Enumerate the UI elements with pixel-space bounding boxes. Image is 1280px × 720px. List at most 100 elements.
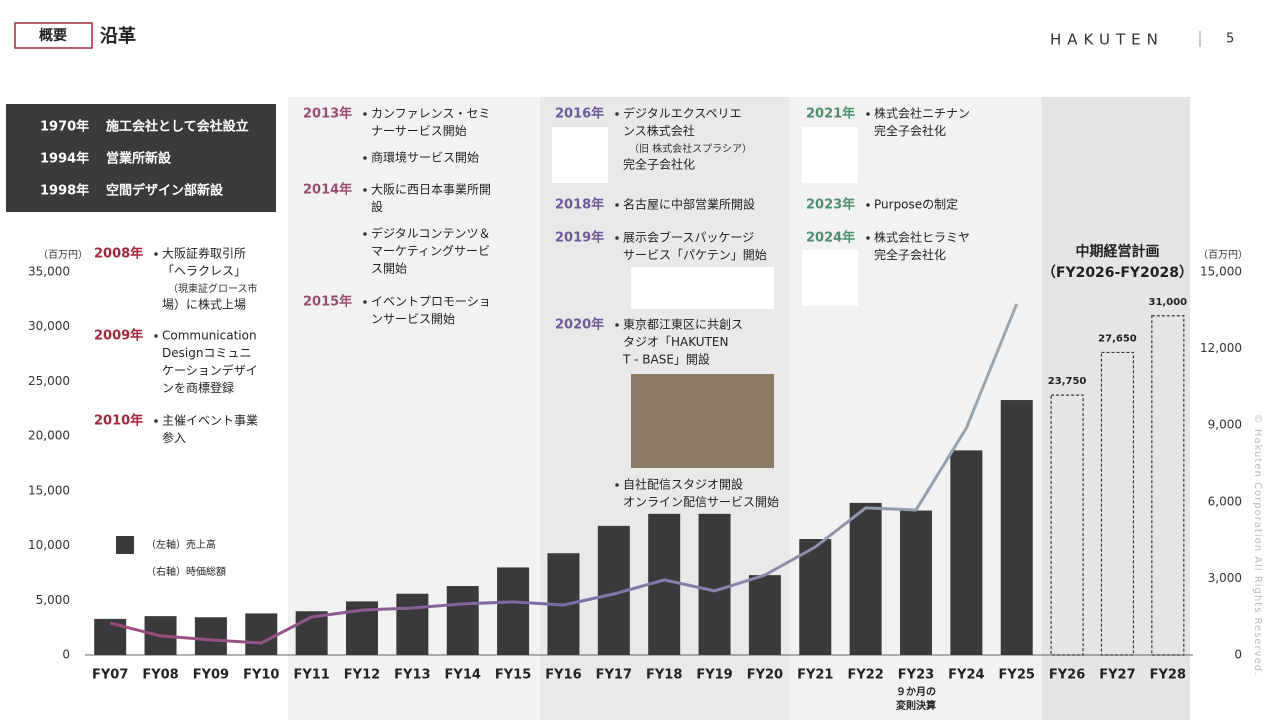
bullet xyxy=(363,300,367,304)
logo-image xyxy=(631,267,774,309)
y-tick-label: 5,000 xyxy=(36,593,70,607)
y-tick-label: 15,000 xyxy=(28,483,70,497)
x-tick-label: FY14 xyxy=(445,668,481,683)
y-tick-label: 30,000 xyxy=(28,319,70,333)
item-text: 東京都江東区に共創ス xyxy=(623,318,743,332)
x-tick-label: FY16 xyxy=(545,668,581,683)
history-box xyxy=(6,104,276,212)
value-label: 23,750 xyxy=(1048,376,1087,387)
legend xyxy=(98,522,238,590)
bullet xyxy=(866,236,870,240)
bar xyxy=(396,593,429,655)
x-tick-label: FY19 xyxy=(696,668,732,683)
x-tick-label: FY07 xyxy=(92,668,128,683)
bullet xyxy=(615,203,619,207)
item-text: イベントプロモーショ xyxy=(371,295,491,309)
history-year: 1970年 xyxy=(40,119,89,135)
bar xyxy=(1050,394,1084,656)
note: ９か月の xyxy=(896,686,936,698)
bar xyxy=(245,613,278,655)
item-text: ナーサービス開始 xyxy=(371,124,467,138)
year: 2014年 xyxy=(303,182,352,198)
year: 2016年 xyxy=(555,106,604,122)
item-text: 株式会社ニチナン xyxy=(874,106,970,121)
y2-tick-label: 15,000 xyxy=(1200,265,1242,279)
logo: HAKUTEN xyxy=(1050,31,1164,49)
page-number: 5 xyxy=(1226,32,1234,47)
item-text: 「ヘラクレス」 xyxy=(162,264,246,278)
x-tick-label: FY10 xyxy=(243,668,279,683)
legend-label: （左軸）売上高 xyxy=(146,538,216,551)
x-tick-label: FY12 xyxy=(344,668,380,683)
bar xyxy=(497,567,530,655)
item-text: 完全子会社化 xyxy=(874,123,946,138)
year: 2008年 xyxy=(94,246,143,262)
y2-tick-label: 0 xyxy=(1234,648,1242,662)
y-tick-label: 0 xyxy=(62,648,70,662)
year: 2018年 xyxy=(555,197,604,213)
bullet xyxy=(363,156,367,160)
item-text: タジオ「HAKUTEN xyxy=(623,335,728,349)
plan-label: 中期経営計画 xyxy=(1075,243,1159,260)
item-text: 商環境サービス開始 xyxy=(371,150,479,165)
section: 概要 xyxy=(39,27,67,44)
line xyxy=(109,303,1019,645)
bullet xyxy=(615,236,619,240)
y2-unit: （百万円） xyxy=(1198,249,1248,261)
bullet xyxy=(615,112,619,116)
x-tick-label: FY25 xyxy=(999,668,1035,683)
x-tick-label: FY13 xyxy=(394,668,430,683)
item-text: ンサービス開始 xyxy=(371,312,455,326)
item-text: オンライン配信サービス開始 xyxy=(623,495,779,509)
x-tick-label: FY23 xyxy=(898,668,934,683)
item-text: 設 xyxy=(371,199,383,214)
year: 2020年 xyxy=(555,317,604,333)
bullet xyxy=(363,112,367,116)
bullet xyxy=(154,334,158,338)
value-label: 27,650 xyxy=(1098,333,1137,344)
year: 2019年 xyxy=(555,230,604,246)
bullet xyxy=(615,483,619,487)
x-tick-label: FY15 xyxy=(495,668,531,683)
item-text: 大阪に西日本事業所開 xyxy=(371,183,491,197)
item-text: マーケティングサービ xyxy=(371,244,490,258)
x-tick-label: FY17 xyxy=(596,668,632,683)
bullet xyxy=(363,232,367,236)
bar xyxy=(799,539,832,655)
item-text: T - BASE」開設 xyxy=(622,352,710,367)
item-text: デジタルエクスペリエ xyxy=(623,106,742,121)
y2-tick-label: 3,000 xyxy=(1208,571,1242,585)
x-tick-label: FY18 xyxy=(646,668,682,683)
x-tick-label: FY09 xyxy=(193,668,229,683)
bullet xyxy=(363,188,367,192)
item-text: 自社配信スタジオ開設 xyxy=(623,477,743,492)
year: 2010年 xyxy=(94,413,143,429)
item-text: カンファレンス・セミ xyxy=(371,107,490,121)
item-text: （旧 株式会社スプラシア） xyxy=(629,142,752,155)
y2-tick-label: 12,000 xyxy=(1200,341,1242,355)
item-text: デジタルコンテンツ＆ xyxy=(371,226,491,241)
bar xyxy=(849,502,882,655)
x-tick-label: FY22 xyxy=(847,668,883,683)
bar xyxy=(1000,400,1033,655)
bar xyxy=(1100,351,1135,656)
bar xyxy=(194,617,227,655)
copyright: © Hakuten Corporation All Rights Reserve… xyxy=(1252,414,1263,677)
logo-image xyxy=(552,127,608,183)
title: 沿革 xyxy=(100,25,136,47)
x-tick-label: FY11 xyxy=(293,668,329,683)
bar xyxy=(900,510,932,655)
y2-tick-label: 9,000 xyxy=(1208,418,1242,432)
x-tick-label: FY21 xyxy=(797,668,833,683)
legend-swatch xyxy=(116,536,134,554)
year: 2024年 xyxy=(806,230,855,246)
logo-image xyxy=(802,250,858,306)
year: 2015年 xyxy=(303,294,352,310)
legend-label: （右軸）時価総額 xyxy=(146,565,226,578)
bullet xyxy=(866,112,870,116)
item-text: ンを商標登録 xyxy=(162,380,234,395)
bullet xyxy=(154,419,158,423)
bullet xyxy=(154,252,158,256)
value-label: 31,000 xyxy=(1149,297,1188,308)
